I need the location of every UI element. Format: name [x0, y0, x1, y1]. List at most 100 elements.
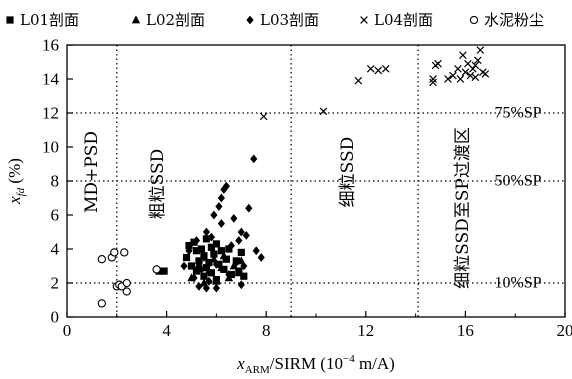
series-cross — [259, 46, 490, 121]
y-tick-label: 6 — [51, 206, 60, 225]
legend-label: L04剖面 — [374, 11, 433, 29]
data-point — [444, 75, 452, 83]
legend-marker — [469, 15, 479, 25]
series-circle — [97, 248, 161, 308]
data-point — [259, 112, 268, 121]
data-point — [366, 64, 375, 73]
y-tick-label: 10 — [42, 138, 59, 157]
legend-item: L01剖面 — [6, 11, 79, 29]
data-point — [190, 273, 198, 283]
data-point — [381, 64, 390, 73]
data-point — [192, 267, 201, 275]
data-point — [237, 280, 245, 290]
legend-label: 水泥粉尘 — [484, 11, 544, 29]
data-point — [192, 247, 201, 255]
percent-sp-label: 50%SP — [494, 173, 541, 190]
data-point — [187, 262, 196, 270]
x-tick-label: 16 — [457, 321, 474, 340]
legend-marker — [6, 16, 14, 24]
data-point — [212, 259, 220, 269]
data-point — [204, 266, 214, 275]
x-tick-label: 4 — [162, 321, 171, 340]
data-point — [240, 261, 248, 271]
data-point — [202, 283, 211, 293]
x-axis-label: xARM/SIRM (10−4 m/A) — [236, 353, 395, 376]
y-axis-label: xfd (%) — [5, 158, 27, 205]
data-point — [202, 235, 211, 243]
region-label: 细粒SSD — [338, 137, 358, 208]
legend: L01剖面 L02剖面 L03剖面 L04剖面 水泥粉尘 — [6, 11, 544, 29]
data-point — [476, 46, 485, 54]
legend-label: L01剖面 — [20, 11, 79, 29]
data-point — [257, 253, 265, 262]
data-point — [225, 245, 233, 253]
percent-sp-label: 10%SP — [494, 275, 541, 292]
y-tick-label: 12 — [42, 104, 59, 123]
data-point — [200, 272, 208, 280]
data-point — [250, 154, 258, 164]
x-tick-label: 20 — [557, 321, 572, 340]
legend-item: L04剖面 — [360, 11, 433, 29]
percent-sp-label: 75%SP — [494, 105, 541, 122]
data-point — [229, 261, 239, 270]
y-tick-label: 2 — [51, 274, 60, 293]
data-point — [217, 193, 225, 203]
data-point — [212, 276, 221, 285]
data-point — [205, 259, 213, 267]
data-point — [210, 250, 218, 258]
data-point — [225, 270, 233, 279]
y-tick-label: 8 — [51, 172, 60, 191]
data-point — [319, 107, 328, 116]
data-point — [234, 268, 244, 277]
data-point — [197, 265, 206, 274]
data-point — [217, 263, 226, 272]
data-point — [217, 247, 225, 255]
data-point — [222, 181, 230, 191]
legend-marker — [246, 15, 254, 25]
legend-label: L02剖面 — [146, 11, 205, 29]
data-point — [466, 71, 475, 80]
axis-ticks: 0 4 8 12 16 20 0 2 4 6 8 10 12 14 16 — [42, 36, 572, 341]
x-tick-label: 0 — [63, 321, 72, 340]
data-point — [434, 59, 442, 68]
region-label: 粗粒SSD — [148, 149, 168, 220]
legend-item: L02剖面 — [131, 11, 205, 29]
region-label: MD+PSD — [82, 131, 102, 213]
data-point — [461, 68, 470, 77]
data-point — [212, 283, 220, 293]
data-point — [197, 245, 206, 253]
data-point — [202, 264, 211, 272]
data-point — [195, 282, 203, 291]
data-point — [180, 261, 188, 271]
data-point — [122, 278, 131, 288]
data-point — [97, 255, 107, 264]
data-point — [97, 299, 107, 308]
data-point — [235, 236, 243, 245]
data-point — [227, 241, 235, 250]
y-tick-label: 4 — [51, 240, 60, 259]
data-point — [374, 66, 383, 75]
x-tick-label: 8 — [262, 321, 271, 340]
data-point — [110, 248, 119, 257]
data-point — [459, 51, 467, 60]
data-point — [481, 70, 490, 78]
data-point — [120, 248, 129, 257]
data-point — [429, 75, 437, 83]
data-point — [456, 75, 465, 83]
legend-marker — [360, 16, 368, 24]
region-labels: MD+PSD 粗粒SSD 细粒SSD 细粒SSD至SP过渡区 75%SP 50%SP 10%… — [82, 105, 542, 292]
data-point — [212, 240, 220, 248]
data-point — [454, 64, 462, 73]
data-point — [215, 202, 223, 211]
legend-marker — [131, 15, 141, 24]
x-tick-label: 12 — [357, 321, 374, 340]
data-point — [190, 238, 198, 246]
data-point — [449, 71, 457, 80]
data-point — [474, 56, 482, 65]
reference-lines — [67, 45, 565, 317]
data-point — [242, 231, 250, 240]
data-point — [182, 253, 191, 262]
y-tick-label: 16 — [42, 36, 59, 55]
data-point — [252, 246, 260, 256]
